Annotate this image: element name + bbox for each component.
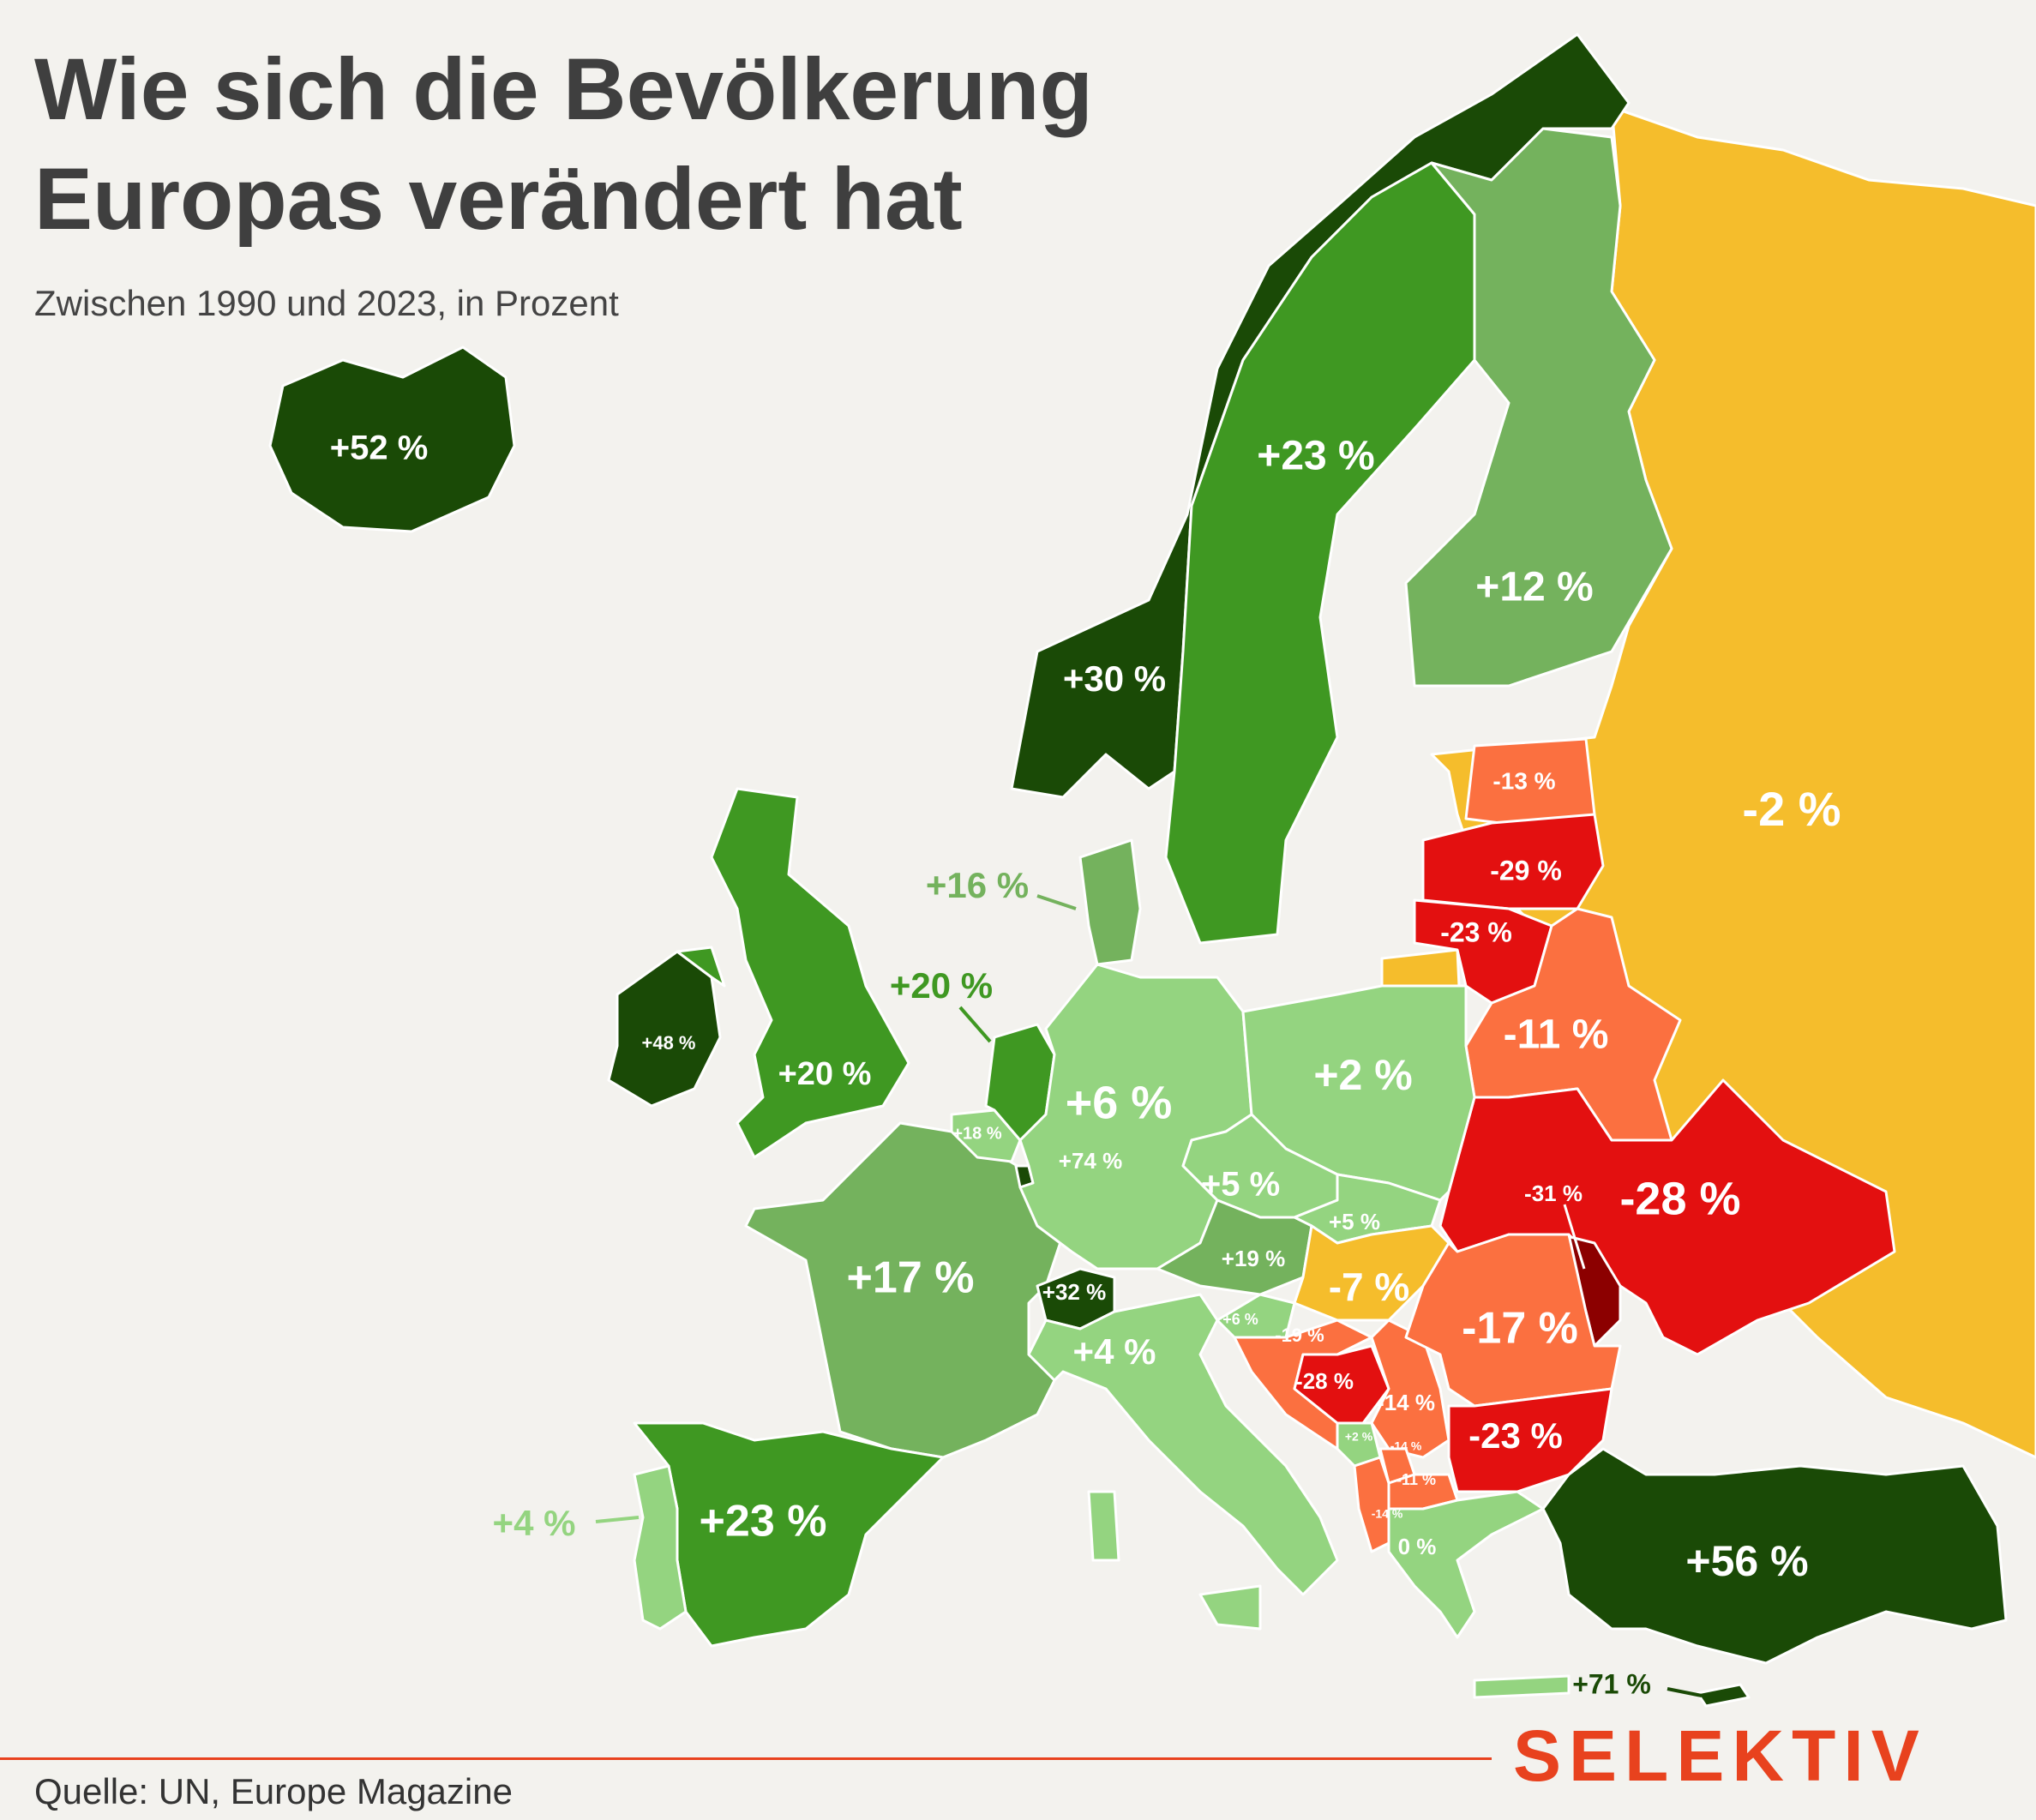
footer-divider (0, 1757, 1492, 1760)
label-turkey: +56 % (1685, 1537, 1808, 1585)
country-italy (1027, 1293, 1339, 1596)
label-croatia: -19 % (1275, 1324, 1324, 1346)
label-ukraine: -28 % (1619, 1173, 1740, 1224)
pointer-moldova (1563, 1204, 1586, 1270)
label-austria: +19 % (1222, 1246, 1285, 1271)
country-cyprus (1696, 1683, 1751, 1708)
label-belgium: +18 % (952, 1124, 1001, 1143)
country-greece (1387, 1490, 1545, 1639)
label-iceland: +52 % (330, 429, 429, 467)
label-slovenia: +6 % (1222, 1311, 1258, 1328)
country-romania (1404, 1233, 1622, 1408)
pointer-portugal (595, 1516, 640, 1523)
label-finland: +12 % (1475, 565, 1593, 610)
label-germany: +6 % (1066, 1077, 1173, 1128)
country-ireland (607, 950, 722, 1108)
country-uk (710, 787, 910, 1159)
label-slovakia: +5 % (1329, 1209, 1380, 1234)
label-cyprus: +71 % (1572, 1668, 1651, 1699)
country-portugal (633, 1464, 688, 1631)
source-note: Quelle: UN, Europe Magazine (34, 1771, 513, 1811)
country-crete (1473, 1674, 1571, 1699)
pointer-netherlands (958, 1006, 992, 1043)
country-slovenia (1216, 1293, 1296, 1339)
country-bulgaria (1447, 1387, 1613, 1493)
brand-logo: SELEKTIV (1513, 1715, 1927, 1796)
label-kosovo: -14 % (1390, 1439, 1422, 1453)
label-estonia: -13 % (1492, 767, 1555, 794)
label-serbia: -14 % (1377, 1390, 1435, 1415)
country-finland (1404, 127, 1673, 688)
label-portugal: +4 % (493, 1503, 576, 1543)
map-title: Wie sich die Bevölkerung Europas verände… (34, 40, 1093, 248)
label-moldova: -31 % (1524, 1180, 1583, 1206)
label-uk: +20 % (778, 1056, 872, 1092)
country-denmark (1078, 838, 1142, 966)
label-lithuania: -23 % (1440, 916, 1512, 947)
map-subtitle: Zwischen 1990 und 2023, in Prozent (34, 283, 619, 323)
country-sweden (1164, 161, 1476, 945)
pointer-denmark (1036, 894, 1077, 910)
country-iceland (268, 345, 516, 533)
label-italy: +4 % (1073, 1331, 1156, 1372)
country-bosnia (1293, 1344, 1390, 1425)
label-czechia: +5 % (1201, 1166, 1280, 1204)
label-greece: 0 % (1398, 1534, 1437, 1559)
label-bosnia: -28 % (1295, 1368, 1354, 1394)
label-netherlands: +20 % (890, 965, 993, 1006)
country-sicily (1198, 1584, 1262, 1631)
label-latvia: -29 % (1490, 855, 1562, 886)
label-romania: -17 % (1462, 1304, 1578, 1354)
label-france: +17 % (847, 1253, 975, 1303)
label-hungary: -7 % (1329, 1264, 1410, 1309)
country-turkey (1541, 1447, 2008, 1665)
label-belarus: -11 % (1504, 1012, 1609, 1058)
label-spain: +23 % (700, 1497, 827, 1547)
label-luxembourg: +74 % (1059, 1148, 1122, 1174)
country-kaliningrad (1380, 948, 1461, 988)
label-sweden: +23 % (1257, 434, 1374, 479)
label-poland: +2 % (1313, 1051, 1412, 1099)
pointer-cyprus (1667, 1687, 1703, 1697)
label-russia: -2 % (1742, 782, 1841, 836)
label-ireland: +48 % (642, 1032, 696, 1054)
label-denmark: +16 % (926, 865, 1029, 905)
label-montenegro: +2 % (1345, 1430, 1373, 1444)
country-albania (1353, 1456, 1390, 1553)
country-sardinia (1087, 1490, 1120, 1562)
label-norway: +30 % (1063, 658, 1166, 699)
label-bulgaria: -23 % (1468, 1415, 1563, 1456)
label-north-macedonia: -11 % (1396, 1471, 1436, 1488)
country-northern-ireland (676, 946, 726, 988)
country-serbia (1370, 1318, 1450, 1459)
label-albania: -14 % (1372, 1507, 1403, 1521)
label-switzerland: +32 % (1042, 1279, 1106, 1305)
